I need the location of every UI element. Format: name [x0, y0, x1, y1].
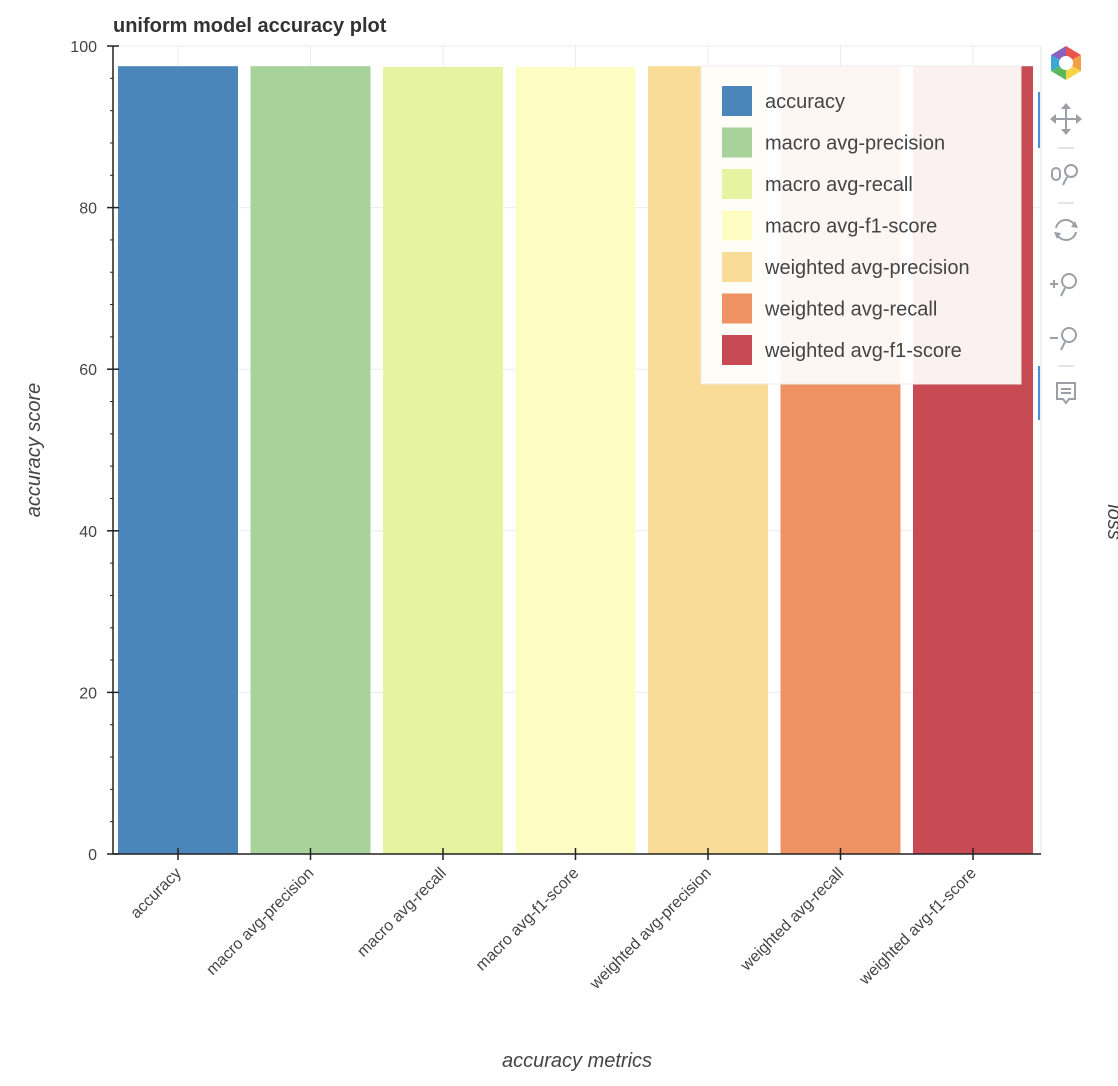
- x-tick-label: accuracy: [128, 865, 185, 922]
- x-tick-labels: accuracy macro avg-precision macro avg-rec…: [128, 865, 980, 994]
- bar: [515, 67, 636, 855]
- x-tick-label: weighted avg-f1-score: [856, 865, 980, 989]
- legend-swatch: [722, 252, 752, 282]
- x-tick-label: macro avg-f1-score: [473, 865, 583, 975]
- legend-label: accuracy: [765, 91, 845, 113]
- reset-icon[interactable]: [1054, 218, 1078, 242]
- box-zoom-icon[interactable]: [1051, 164, 1078, 186]
- right-axis-label: loss: [1103, 504, 1118, 540]
- toolbar: [1038, 46, 1082, 420]
- y-tick-label: 0: [88, 847, 97, 864]
- bar: [250, 66, 371, 854]
- axes: [107, 45, 1041, 860]
- x-tick-label: weighted avg-recall: [737, 865, 847, 975]
- x-tick-label: macro avg-recall: [354, 865, 450, 961]
- zoom-in-icon[interactable]: [1050, 273, 1077, 297]
- y-tick-label: 100: [70, 39, 97, 56]
- legend-label: macro avg-f1-score: [765, 216, 937, 238]
- legend-swatch: [722, 210, 752, 241]
- y-tick-label: 20: [79, 685, 97, 702]
- legend-box: [700, 65, 1022, 385]
- pan-icon[interactable]: [1050, 103, 1082, 135]
- legend-label: macro avg-recall: [765, 174, 913, 196]
- bar: [383, 67, 503, 855]
- y-tick-labels: 0 20 40 60 80 100: [70, 39, 97, 864]
- bokeh-logo-icon[interactable]: [1051, 46, 1081, 80]
- y-tick-label: 80: [79, 201, 97, 218]
- bar: [118, 66, 238, 854]
- y-axis-label: accuracy score: [23, 383, 45, 518]
- x-tick-label: macro avg-precision: [203, 865, 317, 979]
- legend-swatch: [722, 335, 752, 365]
- legend-swatch: [722, 293, 752, 324]
- legend-items: accuracy macro avg-precision macro avg-rec…: [722, 86, 970, 365]
- legend-label: macro avg-precision: [765, 133, 945, 155]
- legend-swatch: [722, 169, 752, 199]
- legend-swatch: [722, 86, 752, 116]
- y-tick-label: 60: [79, 362, 97, 379]
- chart-title: uniform model accuracy plot: [113, 15, 387, 37]
- legend-swatch: [722, 127, 752, 158]
- zoom-out-icon[interactable]: [1050, 327, 1077, 351]
- hover-icon[interactable]: [1056, 382, 1076, 405]
- legend: accuracy macro avg-precision macro avg-rec…: [700, 65, 1022, 385]
- x-axis-label: accuracy metrics: [502, 1050, 652, 1072]
- x-tick-label: weighted avg-precision: [586, 865, 714, 993]
- legend-label: weighted avg-recall: [764, 299, 937, 321]
- legend-label: weighted avg-precision: [764, 257, 970, 279]
- y-tick-label: 40: [79, 524, 97, 541]
- legend-label: weighted avg-f1-score: [764, 340, 962, 362]
